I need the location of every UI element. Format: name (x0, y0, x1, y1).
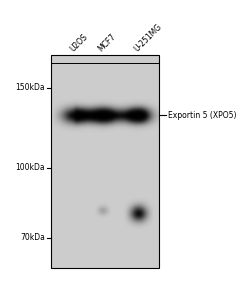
Text: Exportin 5 (XPO5): Exportin 5 (XPO5) (167, 110, 236, 119)
Text: U2OS: U2OS (68, 32, 90, 53)
Text: MCF7: MCF7 (97, 32, 118, 53)
Text: 150kDa: 150kDa (15, 83, 45, 92)
Text: 100kDa: 100kDa (15, 164, 45, 172)
Bar (51, 55, 159, 268)
Text: 70kDa: 70kDa (20, 233, 45, 242)
Text: U-251MG: U-251MG (132, 22, 163, 53)
